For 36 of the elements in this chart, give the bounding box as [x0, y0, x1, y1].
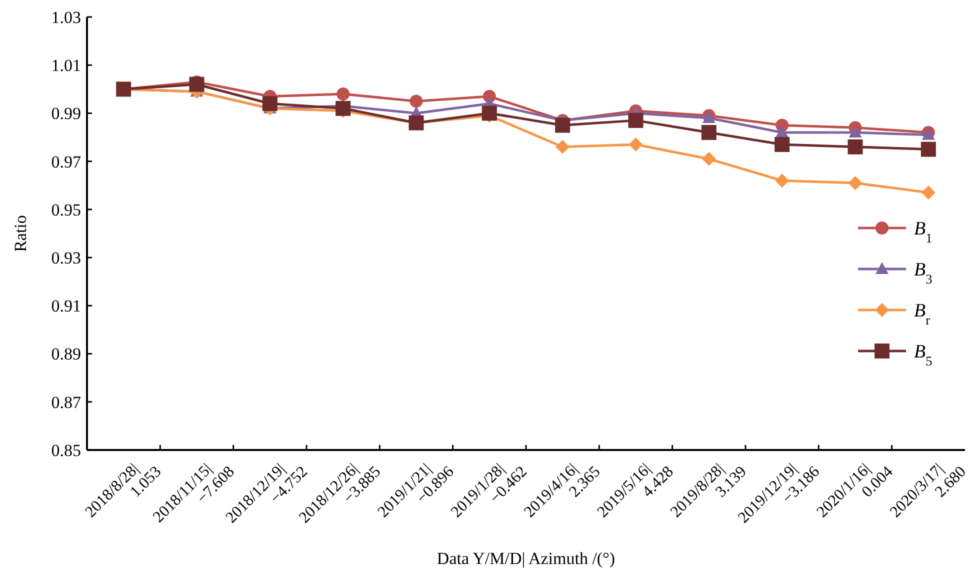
- point: [920, 142, 936, 157]
- point: [189, 76, 204, 92]
- y-tick-label: 0.85: [51, 440, 81, 460]
- legend-label: B$_{3}$: [914, 260, 933, 286]
- point: [556, 140, 570, 154]
- legend-label: B$_{1}$: [914, 218, 932, 246]
- y-tick-label: 0.91: [51, 296, 81, 316]
- point: [701, 124, 716, 140]
- point: [410, 94, 423, 108]
- point: [482, 106, 497, 121]
- point: [628, 112, 644, 128]
- legend-label: B$_{r}$: [914, 300, 931, 328]
- x-axis-title: Data Y/M/D| Azimuth /(°): [436, 549, 616, 568]
- point: [776, 125, 789, 138]
- y-tick-label: 0.87: [51, 392, 82, 412]
- point: [336, 100, 351, 116]
- y-tick-label: 0.95: [51, 200, 81, 220]
- y-tick-label: 0.99: [51, 104, 81, 124]
- point: [921, 186, 936, 200]
- point: [775, 174, 790, 188]
- point: [848, 125, 862, 138]
- y-tick-label: 0.93: [51, 248, 81, 268]
- y-tick-label: 0.89: [51, 344, 81, 364]
- point: [336, 87, 350, 100]
- y-axis-title: Ratio: [11, 215, 30, 252]
- y-tick-label: 1.01: [51, 56, 81, 76]
- legend-label: B$_{5}$: [914, 342, 933, 368]
- point: [702, 152, 716, 166]
- point: [555, 118, 570, 133]
- y-tick-label: 1.03: [51, 8, 81, 27]
- point: [848, 176, 862, 190]
- point: [262, 96, 278, 112]
- point: [628, 137, 643, 152]
- y-tick-label: 0.97: [51, 152, 82, 172]
- point: [774, 136, 790, 152]
- point: [848, 139, 863, 154]
